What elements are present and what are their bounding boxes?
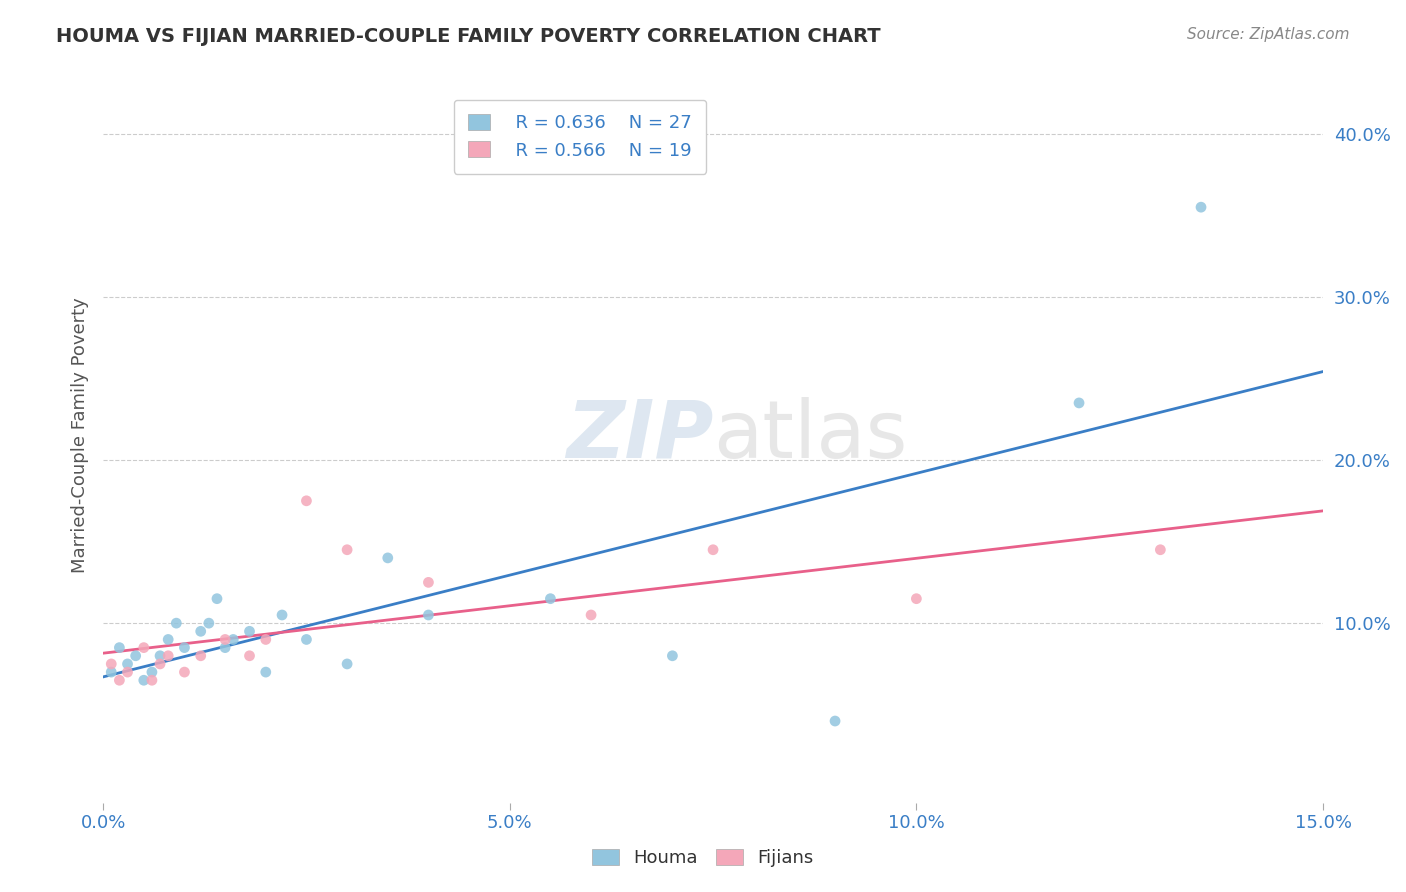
Point [222, 632, 245, 647]
Point [1189, 200, 1212, 214]
Point [1149, 542, 1171, 557]
Point [173, 665, 195, 679]
Point [190, 624, 212, 639]
Point [190, 648, 212, 663]
Point [254, 632, 277, 647]
Point [108, 673, 131, 688]
Point [271, 607, 294, 622]
Point [905, 591, 928, 606]
Point [295, 493, 318, 508]
Point [579, 607, 602, 622]
Point [117, 665, 139, 679]
Point [418, 607, 440, 622]
Point [157, 648, 180, 663]
Point [132, 640, 155, 655]
Point [1067, 396, 1090, 410]
Point [214, 632, 236, 647]
Point [132, 673, 155, 688]
Point [141, 665, 163, 679]
Point [238, 648, 260, 663]
Point [538, 591, 561, 606]
Point [205, 591, 228, 606]
Point [254, 665, 277, 679]
Legend:   R = 0.636    N = 27,   R = 0.566    N = 19: R = 0.636 N = 27, R = 0.566 N = 19 [454, 100, 706, 174]
Point [377, 550, 399, 565]
Text: HOUMA VS FIJIAN MARRIED-COUPLE FAMILY POVERTY CORRELATION CHART: HOUMA VS FIJIAN MARRIED-COUPLE FAMILY PO… [56, 27, 882, 45]
Text: Source: ZipAtlas.com: Source: ZipAtlas.com [1187, 27, 1350, 42]
Point [157, 632, 180, 647]
Point [173, 640, 195, 655]
Point [295, 632, 318, 647]
Point [336, 657, 359, 671]
Point [238, 624, 260, 639]
Point [824, 714, 846, 728]
Point [418, 575, 440, 590]
Point [214, 640, 236, 655]
Point [165, 616, 187, 631]
Y-axis label: Married-Couple Family Poverty: Married-Couple Family Poverty [72, 298, 89, 574]
Point [702, 542, 724, 557]
Point [124, 648, 146, 663]
Point [198, 616, 221, 631]
Text: atlas: atlas [713, 397, 907, 475]
Point [149, 648, 172, 663]
Text: ZIP: ZIP [565, 397, 713, 475]
Point [149, 657, 172, 671]
Legend: Houma, Fijians: Houma, Fijians [585, 841, 821, 874]
Point [336, 542, 359, 557]
Point [108, 640, 131, 655]
Point [100, 665, 122, 679]
Point [117, 657, 139, 671]
Point [100, 657, 122, 671]
Point [661, 648, 683, 663]
Point [141, 673, 163, 688]
